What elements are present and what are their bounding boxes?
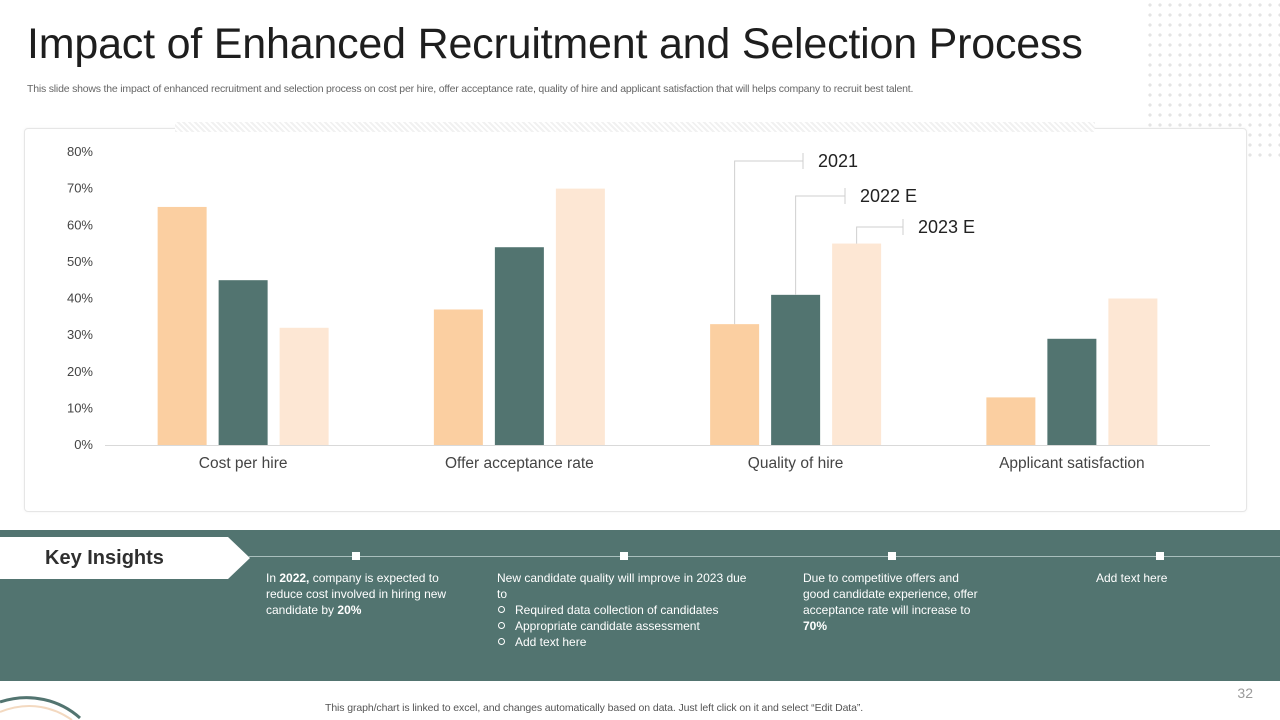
y-tick-label: 80% — [67, 144, 93, 159]
insight-1-percent: 20% — [337, 603, 362, 617]
legend-leader-line — [856, 226, 903, 244]
bar — [1047, 338, 1097, 445]
bar — [157, 206, 207, 445]
footer-note: This graph/chart is linked to excel, and… — [325, 702, 864, 714]
insight-1-text-start: In — [266, 571, 280, 585]
bar-chart[interactable]: 0% 10% 20% 30% 40% 50% 60% 70% 80% Cost per hire O… — [0, 0, 1280, 520]
y-tick-label: 10% — [67, 400, 93, 415]
insight-4-text[interactable]: Add text here — [1096, 571, 1168, 585]
y-tick-label: 40% — [67, 291, 93, 306]
page-number: 32 — [1237, 685, 1253, 701]
insight-4[interactable]: Add text here — [1096, 570, 1216, 586]
y-tick-label: 30% — [67, 327, 93, 342]
insight-1: In 2022, company is expected to reduce c… — [266, 570, 456, 618]
insight-2: New candidate quality will improve in 20… — [497, 570, 747, 650]
insight-3-percent: 70% — [803, 619, 828, 633]
bar — [555, 188, 605, 445]
timeline-marker — [352, 552, 360, 560]
insight-2-bullet: Add text here — [497, 634, 747, 650]
timeline-marker — [1156, 552, 1164, 560]
key-insights-tag: Key Insights — [0, 537, 250, 579]
page-title: Impact of Enhanced Recruitment and Selec… — [27, 20, 1083, 68]
bar — [771, 294, 821, 445]
bar — [433, 309, 483, 445]
y-tick-label: 60% — [67, 217, 93, 232]
y-tick-label: 20% — [67, 364, 93, 379]
insight-1-year: 2022, — [279, 571, 310, 585]
bar — [279, 327, 329, 445]
y-tick-label: 70% — [67, 181, 93, 196]
timeline-marker — [888, 552, 896, 560]
y-tick-label: 50% — [67, 254, 93, 269]
bar — [218, 280, 268, 445]
legend-label: 2021 — [818, 151, 858, 171]
x-category-label: Quality of hire — [748, 455, 844, 472]
insight-2-bullet: Required data collection of candidates — [497, 602, 747, 618]
bar — [1108, 298, 1158, 445]
insight-2-bullet-list: Required data collection of candidates A… — [497, 602, 747, 650]
page-subtitle: This slide shows the impact of enhanced … — [27, 83, 914, 95]
legend-leader-line — [734, 160, 803, 325]
y-tick-label: 0% — [74, 437, 93, 452]
x-category-label: Offer acceptance rate — [445, 455, 594, 472]
timeline-line — [248, 556, 1280, 557]
bar — [494, 247, 544, 445]
bar — [832, 243, 882, 445]
insight-3: Due to competitive offers and good candi… — [803, 570, 983, 634]
timeline-marker — [620, 552, 628, 560]
key-insights-heading: Key Insights — [45, 547, 164, 569]
legend-label: 2022 E — [860, 186, 917, 206]
insight-2-text: New candidate quality will improve in 20… — [497, 571, 747, 601]
bar — [986, 397, 1036, 445]
decorative-swirl — [0, 696, 82, 720]
insight-2-bullet: Appropriate candidate assessment — [497, 618, 747, 634]
legend-leader-line — [795, 195, 845, 295]
bar — [710, 324, 760, 445]
legend-label: 2023 E — [918, 217, 975, 237]
x-category-label: Cost per hire — [199, 455, 288, 472]
insight-1-text-mid: company is expected to reduce cost invol… — [266, 571, 447, 617]
insight-3-text: Due to competitive offers and good candi… — [803, 571, 978, 617]
x-category-label: Applicant satisfaction — [999, 455, 1145, 472]
decorative-hatch-strip — [175, 122, 1095, 132]
